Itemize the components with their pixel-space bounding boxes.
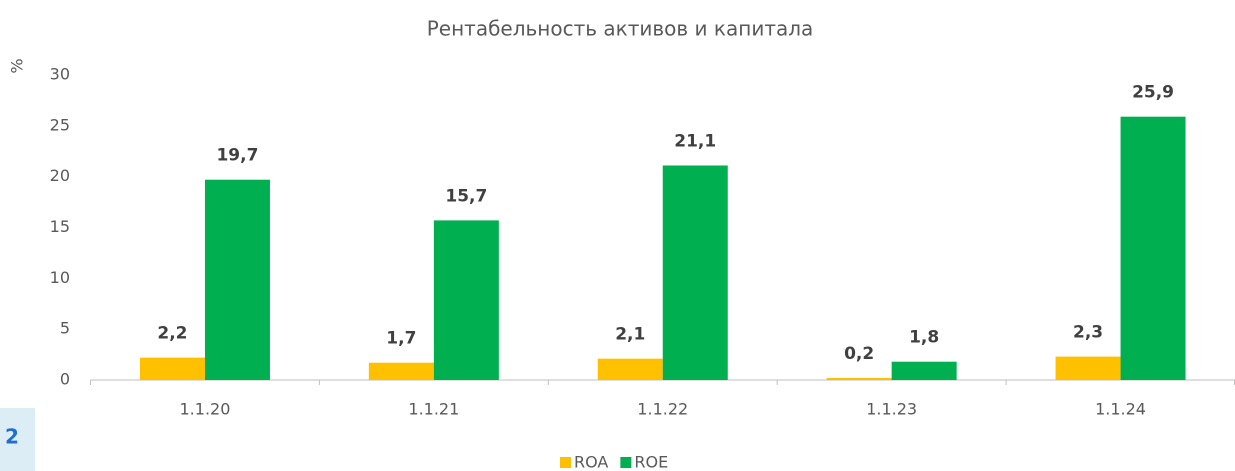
legend-label: ROA [574,453,608,471]
y-tick-label: 25 [50,115,70,134]
y-tick-label: 20 [50,166,70,185]
x-tick-label: 1.1.23 [866,400,917,419]
value-label: 0,2 [844,344,874,364]
value-label: 19,7 [216,146,258,166]
bar [433,220,499,380]
x-tick-label: 1.1.22 [637,400,688,419]
value-label: 2,3 [1073,323,1103,343]
value-label: 1,8 [909,328,939,348]
legend-swatch [620,457,632,468]
bar [1055,356,1121,380]
value-label: 1,7 [386,329,416,349]
bar [891,361,957,380]
bar [826,377,892,380]
value-label: 2,1 [615,325,645,345]
bar [139,357,205,380]
x-tick-label: 1.1.21 [408,400,459,419]
y-tick-label: 30 [50,65,70,84]
y-tick-label: 5 [60,319,70,338]
bar [1120,116,1186,380]
y-tick-label: 15 [50,217,70,236]
y-tick-label: 10 [50,268,70,287]
bar [368,362,434,380]
chart-title: Рентабельность активов и капитала [427,17,814,41]
x-tick-label: 1.1.20 [180,400,231,419]
value-label: 25,9 [1132,83,1174,103]
side-fragment: 2 [5,425,19,449]
side-panel [0,408,35,471]
bar [597,358,663,380]
y-tick-label: 0 [60,370,70,389]
value-label: 2,2 [157,324,187,344]
y-axis-label: % [8,58,27,73]
legend-label: ROE [634,453,668,471]
value-label: 15,7 [445,186,487,206]
bar [204,179,270,380]
legend-swatch [560,457,571,468]
bar [662,165,728,380]
value-label: 21,1 [674,131,716,151]
x-tick-label: 1.1.24 [1095,400,1146,419]
